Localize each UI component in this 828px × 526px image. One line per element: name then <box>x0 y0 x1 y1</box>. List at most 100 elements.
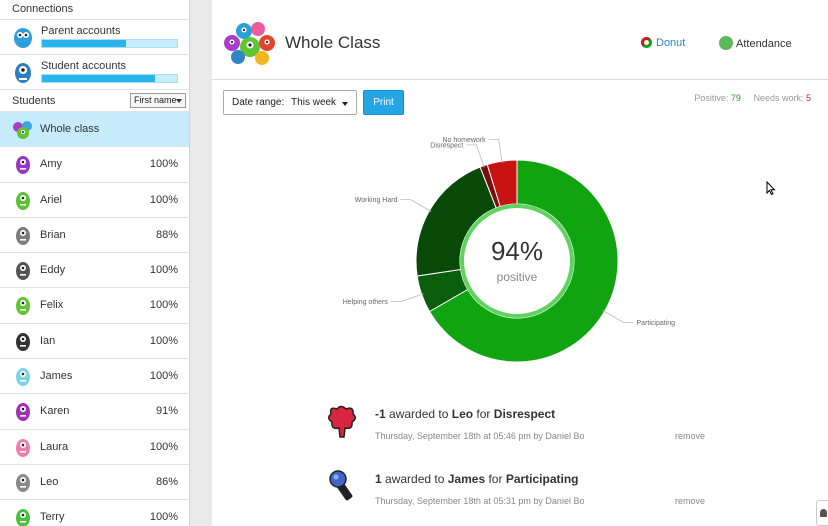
student-name: Terry <box>40 511 65 524</box>
date-range-value: This week <box>291 97 337 108</box>
award-behavior: Participating <box>505 472 579 486</box>
student-percent: 100% <box>149 193 178 206</box>
behavior-donut-chart: 94% positive Participating Helping others… <box>343 137 675 363</box>
slice-leader-line <box>400 199 432 212</box>
student-avatar-icon <box>16 191 30 210</box>
slice-label: Helping others <box>343 299 389 306</box>
slice-label: Working Hard <box>355 197 398 204</box>
student-avatar-icon <box>16 368 30 387</box>
student-name: Brian <box>40 228 66 241</box>
sidebar-item-student[interactable]: Brian 88% <box>0 218 189 254</box>
donut-icon <box>641 37 652 48</box>
positive-value: 79 <box>730 93 741 103</box>
student-name: Karen <box>40 405 70 418</box>
sidebar-item-student[interactable]: James 100% <box>0 359 189 395</box>
award-entry: -1 awarded to Leo for Disrespect Thursda… <box>325 404 725 450</box>
sidebar-item-student[interactable]: Amy 100% <box>0 147 189 183</box>
student-percent: 100% <box>149 370 178 383</box>
student-name: Felix <box>40 299 64 312</box>
student-name: James <box>40 370 73 383</box>
student-percent: 88% <box>155 228 178 241</box>
date-range-dropdown[interactable]: Date range: This week <box>223 90 357 115</box>
parent-accounts-progress-fill <box>42 40 126 47</box>
whole-class-label: Whole class <box>40 123 100 135</box>
sidebar-item-student[interactable]: Ian 100% <box>0 324 189 360</box>
award-entry: 1 awarded to James for Participating Thu… <box>325 469 725 515</box>
participating-badge-icon <box>329 470 353 501</box>
award-points: 1 <box>375 472 382 486</box>
monster-avatar-icon <box>15 63 31 83</box>
student-percent: 100% <box>149 264 178 277</box>
slice-labels: Participating Helping others Working Hard D… <box>343 137 675 327</box>
student-accounts-item[interactable]: Student accounts <box>0 55 189 90</box>
award-for: for <box>476 407 491 421</box>
award-meta: Thursday, September 18th at 05:31 pm by … <box>375 496 585 506</box>
student-avatar-icon <box>16 509 30 526</box>
students-header: Students First name <box>0 90 189 112</box>
donut-view-link[interactable]: Donut <box>641 37 685 49</box>
award-behavior: Disrespect <box>493 407 556 421</box>
student-percent: 100% <box>149 158 178 171</box>
parent-accounts-label: Parent accounts <box>41 25 121 37</box>
award-mid: awarded to <box>385 472 445 486</box>
student-name: Eddy <box>40 264 66 277</box>
sidebar-item-student[interactable]: Laura 100% <box>0 430 189 465</box>
award-student: James <box>447 472 486 486</box>
main-panel: Whole Class Donut Attendance Date range:… <box>212 0 828 526</box>
student-name: Leo <box>40 475 59 488</box>
sidebar-item-whole-class[interactable]: Whole class <box>0 112 189 148</box>
points-summary: Positive: 79 Needs work: 5 <box>694 93 811 103</box>
student-percent: 100% <box>149 511 178 524</box>
sidebar-item-student[interactable]: Leo 86% <box>0 465 189 501</box>
student-avatar-icon <box>16 403 30 422</box>
student-avatar-icon <box>16 156 30 175</box>
slice-leader-line <box>488 138 503 164</box>
remove-award-link[interactable]: remove <box>675 431 706 441</box>
attendance-link[interactable]: Attendance <box>719 36 792 50</box>
slice-leader-line <box>602 310 634 323</box>
needs-work-label: Needs work: <box>753 93 804 103</box>
connections-header: Connections <box>0 0 189 20</box>
mouse-cursor-icon <box>766 181 776 195</box>
student-percent: 100% <box>149 440 178 453</box>
student-accounts-progress <box>41 74 178 83</box>
sidebar: Connections Parent accounts Student acco… <box>0 0 190 526</box>
sidebar-item-student[interactable]: Ariel 100% <box>0 183 189 218</box>
slice-leader-line <box>466 144 485 168</box>
remove-award-link[interactable]: remove <box>675 496 706 506</box>
class-monsters-icon <box>13 121 32 139</box>
center-percent: 94% <box>491 236 543 266</box>
notifications-tab[interactable] <box>816 500 828 526</box>
student-avatar-icon <box>16 297 30 316</box>
sidebar-item-student[interactable]: Eddy 100% <box>0 253 189 289</box>
attendance-icon <box>719 36 733 50</box>
attendance-label: Attendance <box>736 38 792 50</box>
sort-select[interactable]: First name <box>130 93 186 108</box>
award-for: for <box>488 472 503 486</box>
student-name: Laura <box>40 440 69 453</box>
bell-icon <box>820 509 827 517</box>
award-mid: awarded to <box>389 407 449 421</box>
student-avatar-icon <box>16 262 30 281</box>
date-range-label: Date range: <box>232 97 285 108</box>
student-name: Ian <box>40 334 56 347</box>
sort-select-value: First name <box>134 95 177 105</box>
sidebar-item-student[interactable]: Terry 100% <box>0 500 189 526</box>
slice-leader-line <box>390 293 424 303</box>
sidebar-item-student[interactable]: Karen 91% <box>0 394 189 430</box>
chevron-down-icon <box>176 99 182 103</box>
print-button[interactable]: Print <box>363 90 404 115</box>
center-label: positive <box>497 270 538 284</box>
award-text: 1 awarded to James for Participating <box>375 472 579 486</box>
slice-label: Participating <box>637 320 676 327</box>
student-percent: 100% <box>149 299 178 312</box>
student-accounts-label: Student accounts <box>41 60 127 72</box>
student-percent: 86% <box>155 475 178 488</box>
award-points: -1 <box>375 407 386 421</box>
sidebar-item-student[interactable]: Felix 100% <box>0 288 189 324</box>
award-student: Leo <box>451 407 474 421</box>
slice-label: No homework <box>442 137 486 144</box>
parent-accounts-item[interactable]: Parent accounts <box>0 20 189 55</box>
donut-view-label: Donut <box>656 37 686 49</box>
